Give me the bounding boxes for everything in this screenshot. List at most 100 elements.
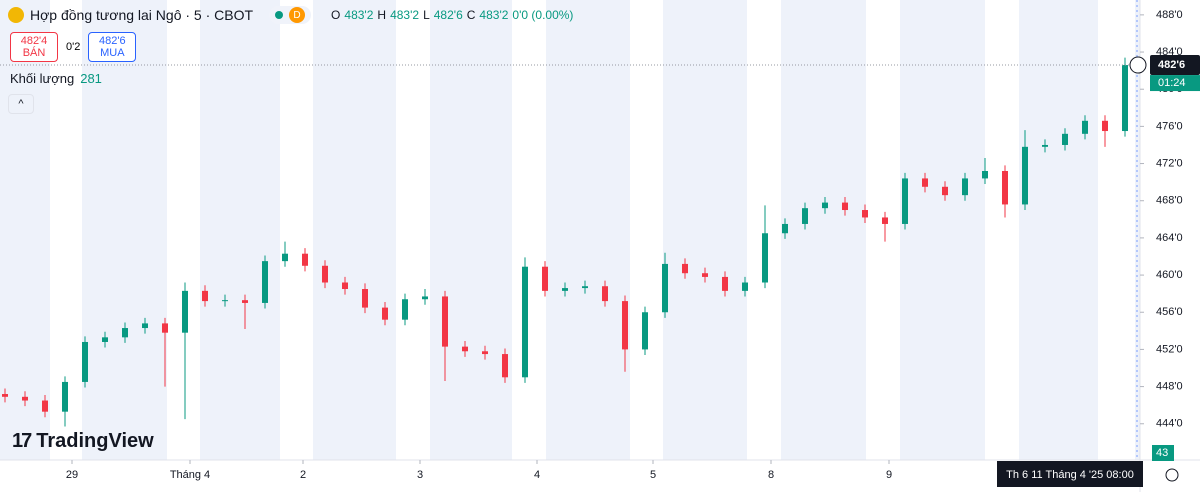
volume-label: Khối lượng (10, 71, 75, 86)
candle-body (902, 178, 908, 224)
candle-body (642, 312, 648, 350)
session-gap (630, 0, 663, 460)
candle-body (522, 266, 528, 378)
session-gap (866, 0, 900, 460)
buy-label: MUA (100, 47, 125, 59)
settings-icon (1165, 468, 1179, 482)
symbol-title[interactable]: Hợp đồng tương lai Ngô · 5 · CBOT (30, 7, 254, 23)
candle-body (22, 396, 28, 401)
logo-text: TradingView (36, 430, 154, 452)
ohlc-value: 482'6 (433, 8, 463, 22)
collapse-button[interactable]: ^ (8, 94, 34, 114)
symbol-icon (8, 7, 24, 23)
candle-body (942, 186, 948, 196)
status-pill[interactable]: D (269, 6, 312, 24)
candle-body (382, 307, 388, 320)
header: Hợp đồng tương lai Ngô · 5 · CBOT D O 483… (8, 6, 573, 24)
candle-body (782, 223, 788, 234)
candle-body (162, 323, 168, 333)
candle-body (142, 323, 148, 329)
session-gap (512, 0, 546, 460)
y-tick-label: 452'0 (1156, 343, 1183, 355)
candle-body (442, 296, 448, 347)
volume-axis-label: 43 (1156, 447, 1168, 459)
ohlc-key: H (377, 8, 387, 22)
candle-body (1042, 144, 1048, 147)
session-gap (167, 0, 200, 460)
candle-body (342, 282, 348, 290)
session-gap (280, 0, 313, 460)
candle-body (802, 208, 808, 224)
candle-body (242, 300, 248, 303)
plus-button (1129, 56, 1147, 74)
y-tick-label: 444'0 (1156, 418, 1183, 430)
candle-body (662, 263, 668, 313)
candle-body (42, 400, 48, 412)
candle-body (622, 301, 628, 350)
candle-body (562, 288, 568, 291)
x-tick-label: 4 (534, 469, 540, 481)
ohlc-key: L (423, 8, 430, 22)
candle-body (702, 273, 708, 277)
x-tick-label: 2 (300, 469, 306, 481)
candle-body (202, 290, 208, 302)
buy-price: 482'6 (99, 35, 126, 47)
session-gap (985, 0, 1019, 460)
ohlc-value: 483'2 (479, 8, 509, 22)
trade-panel: 482'4 BÁN 0'2 482'6 MUA (10, 32, 137, 62)
candle-body (842, 202, 848, 211)
session-gap (1098, 0, 1135, 460)
candle-body (222, 300, 228, 302)
market-dot (275, 11, 284, 19)
y-tick-label: 448'0 (1156, 380, 1183, 392)
candle-body (502, 354, 508, 378)
logo-mark: 17 (12, 430, 32, 452)
candle-body (1022, 146, 1028, 205)
candle-body (2, 394, 8, 397)
spread: 0'2 (66, 41, 81, 53)
y-tick-label: 468'0 (1156, 195, 1183, 207)
candle-body (762, 233, 768, 283)
y-tick-label: 484'0 (1156, 46, 1183, 58)
candle-body (182, 290, 188, 333)
candle-body (302, 253, 308, 266)
candle-body (482, 351, 488, 355)
candle-body (402, 299, 408, 320)
candle-body (982, 170, 988, 179)
candle-body (1122, 65, 1128, 132)
candle-body (862, 210, 868, 218)
x-tick-label: 9 (886, 469, 892, 481)
candle-body (1002, 170, 1008, 205)
candle-body (322, 265, 328, 283)
ohlc-key: O (331, 8, 341, 22)
ohlc: O 483'2 H 483'2 L 482'6 C 483'2 0'0 (0.00%) (331, 8, 573, 22)
session-gap (747, 0, 781, 460)
ohlc-key: C (466, 8, 476, 22)
crosshair-date: Th 6 11 Tháng 4 '25 08:00 (1006, 469, 1134, 481)
x-tick-label: 5 (650, 469, 656, 481)
logo: 17 TradingView (12, 430, 154, 453)
buy-button[interactable]: 482'6 MUA (88, 32, 137, 62)
candle-body (682, 263, 688, 274)
y-tick-label: 488'0 (1156, 9, 1183, 21)
y-tick-label: 460'0 (1156, 269, 1183, 281)
candle-body (82, 341, 88, 382)
volume-value: 281 (80, 71, 102, 86)
sell-label: BÁN (22, 47, 46, 59)
candle-body (582, 286, 588, 289)
candle-body (922, 178, 928, 187)
candle-body (102, 337, 108, 342)
candle-body (1102, 120, 1108, 132)
candle-body (602, 286, 608, 302)
candle-body (962, 178, 968, 196)
y-tick-label: 476'0 (1156, 120, 1183, 132)
candle-body (282, 253, 288, 262)
sell-button[interactable]: 482'4 BÁN (10, 32, 58, 62)
candle-body (742, 282, 748, 291)
candle-body (122, 328, 128, 338)
x-tick-label: Tháng 4 (170, 469, 210, 481)
candle-body (362, 289, 368, 308)
candle-body (62, 381, 68, 412)
